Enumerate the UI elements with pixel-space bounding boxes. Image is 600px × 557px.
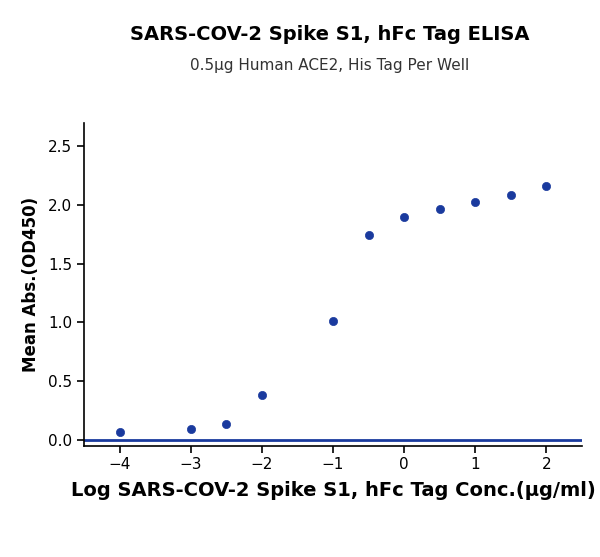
Text: 0.5μg Human ACE2, His Tag Per Well: 0.5μg Human ACE2, His Tag Per Well <box>190 58 470 74</box>
Point <box>221 420 231 429</box>
Point <box>542 182 551 190</box>
Point <box>470 198 480 207</box>
Point <box>364 231 373 240</box>
Point <box>186 424 196 433</box>
Point <box>400 212 409 221</box>
X-axis label: Log SARS-COV-2 Spike S1, hFc Tag Conc.(μg/ml): Log SARS-COV-2 Spike S1, hFc Tag Conc.(μ… <box>71 481 595 500</box>
Y-axis label: Mean Abs.(OD450): Mean Abs.(OD450) <box>22 197 40 372</box>
Point <box>435 205 445 214</box>
Point <box>257 390 266 399</box>
Point <box>506 191 515 200</box>
Point <box>328 316 338 325</box>
Text: SARS-COV-2 Spike S1, hFc Tag ELISA: SARS-COV-2 Spike S1, hFc Tag ELISA <box>130 25 530 44</box>
Point <box>115 427 124 436</box>
